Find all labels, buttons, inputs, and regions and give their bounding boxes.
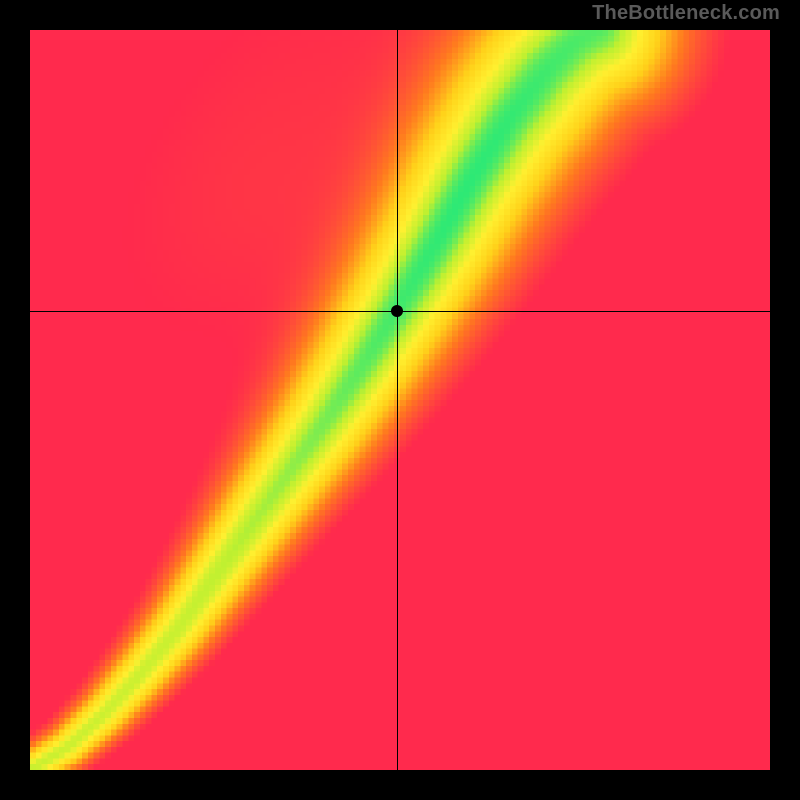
watermark-text: TheBottleneck.com: [592, 2, 780, 25]
crosshair-vertical: [397, 30, 398, 770]
chart-container: TheBottleneck.com: [0, 0, 800, 800]
plot-area: [30, 30, 770, 770]
marker-dot: [391, 305, 403, 317]
heatmap-canvas: [30, 30, 770, 770]
